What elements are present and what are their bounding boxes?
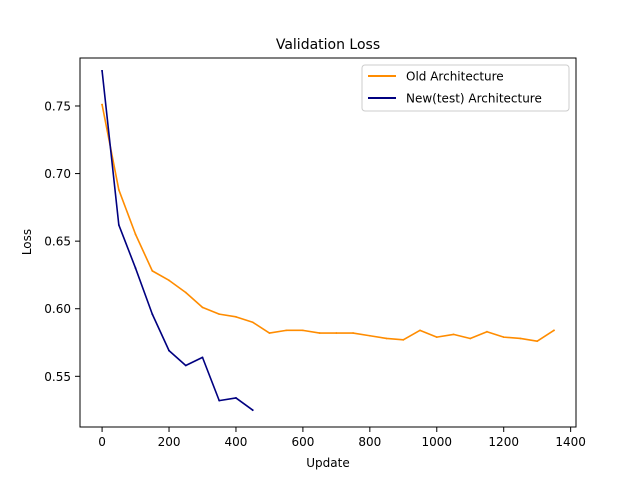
y-tick-label: 0.65 (44, 235, 71, 249)
x-tick-label: 0 (98, 435, 106, 449)
data-point-new-architecture (235, 397, 237, 399)
y-tick-label: 0.55 (44, 370, 71, 384)
y-tick-label: 0.60 (44, 302, 71, 316)
data-point-new-architecture (218, 399, 221, 402)
legend-label-old-architecture: Old Architecture (406, 70, 504, 84)
y-tick-label: 0.70 (44, 167, 71, 181)
data-point-old-architecture (469, 337, 472, 340)
data-point-old-architecture (352, 332, 354, 334)
x-axis-label: Update (306, 456, 349, 470)
data-point-old-architecture (502, 336, 505, 339)
data-point-new-architecture (101, 69, 103, 72)
data-point-new-architecture (168, 349, 170, 352)
data-point-old-architecture (235, 315, 237, 318)
data-point-old-architecture (402, 338, 405, 341)
data-point-old-architecture (184, 291, 187, 294)
data-point-old-architecture (536, 340, 539, 343)
data-point-old-architecture (117, 188, 120, 191)
x-tick-label: 200 (158, 435, 181, 449)
data-point-old-architecture (285, 329, 288, 332)
data-point-new-architecture (151, 313, 154, 316)
data-point-old-architecture (168, 279, 170, 282)
y-axis-label: Loss (20, 229, 34, 255)
data-point-old-architecture (368, 334, 371, 337)
series-line-new-architecture (101, 69, 254, 412)
data-point-new-architecture (134, 267, 137, 270)
plot-frame (79, 57, 577, 428)
data-point-old-architecture (134, 233, 137, 236)
y-tick-label: 0.75 (44, 99, 71, 113)
data-point-old-architecture (452, 333, 455, 336)
legend: Old Architecture New(test) Architecture (361, 64, 570, 112)
data-point-old-architecture (251, 321, 254, 324)
data-point-new-architecture (201, 356, 204, 359)
data-point-old-architecture (486, 330, 488, 333)
data-point-new-architecture (251, 409, 254, 411)
x-tick-label: 800 (358, 435, 381, 449)
x-tick-label: 1000 (421, 435, 452, 449)
data-point-old-architecture (553, 329, 555, 332)
data-point-old-architecture (435, 336, 438, 339)
data-point-old-architecture (218, 313, 221, 316)
data-point-new-architecture (184, 364, 187, 367)
data-point-old-architecture (101, 103, 103, 106)
x-tick-label: 600 (291, 435, 314, 449)
data-point-old-architecture (268, 332, 271, 334)
data-point-old-architecture (385, 337, 388, 340)
data-point-old-architecture (318, 332, 321, 334)
data-point-old-architecture (302, 329, 304, 332)
data-point-new-architecture (117, 224, 120, 226)
x-tick-label: 400 (225, 435, 248, 449)
data-point-old-architecture (335, 332, 338, 334)
data-point-old-architecture (519, 337, 522, 340)
series-lines (101, 69, 556, 412)
x-tick-label: 1400 (555, 435, 586, 449)
x-tick-label: 1200 (488, 435, 519, 449)
data-point-old-architecture (419, 329, 421, 332)
series-line-old-architecture (101, 103, 556, 342)
chart-title: Validation Loss (276, 37, 380, 53)
legend-box (361, 64, 570, 112)
axis-ticks: 0 200 400 600 800 1000 1200 1400 0.55 0.60 0.65 0.7… (44, 99, 586, 449)
data-point-old-architecture (201, 306, 204, 309)
data-point-old-architecture (151, 269, 154, 272)
legend-label-new-architecture: New(test) Architecture (406, 92, 542, 106)
